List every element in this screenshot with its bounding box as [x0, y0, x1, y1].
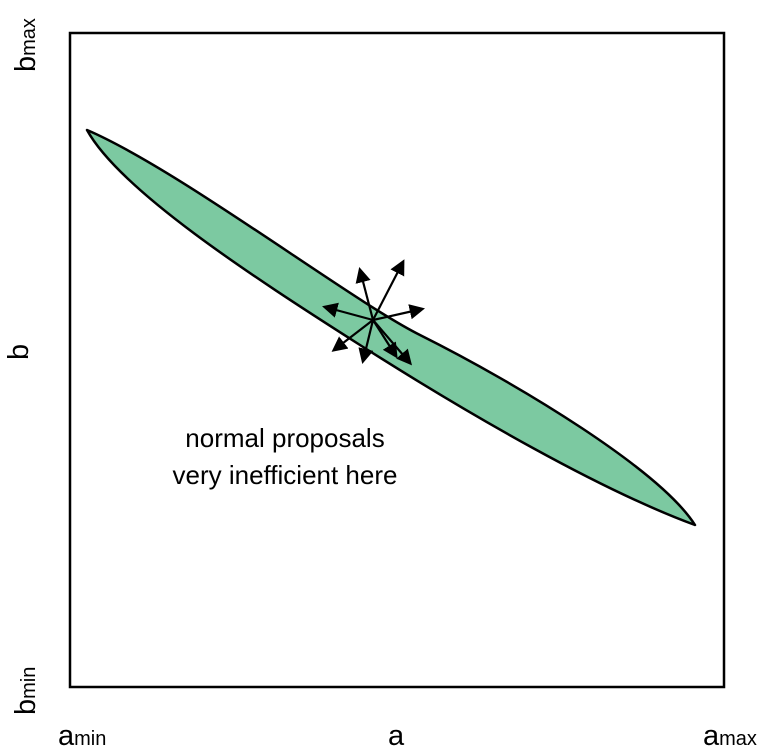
- proposal-arrow: [322, 302, 374, 322]
- y-axis-label: b: [3, 343, 35, 360]
- proposal-arrow: [355, 267, 375, 321]
- proposal-arrows: [322, 259, 426, 366]
- plot-frame: [68, 31, 726, 689]
- proposal-arrow: [358, 319, 375, 364]
- y-max-label: bmax: [10, 18, 42, 72]
- posterior-ellipse: [85, 128, 697, 527]
- y-min-label: bmin: [10, 666, 42, 715]
- proposal-arrow: [372, 304, 426, 322]
- x-max-label: amax: [703, 720, 757, 752]
- x-axis-label: a: [388, 720, 405, 752]
- annotation-text: normal proposals very inefficient here: [130, 420, 440, 494]
- proposal-arrow: [372, 259, 405, 321]
- proposal-arrow: [331, 319, 374, 352]
- proposal-arrow: [372, 319, 398, 359]
- annotation-line-1: normal proposals: [185, 423, 385, 453]
- x-min-label: amin: [58, 720, 107, 752]
- annotation-line-2: very inefficient here: [172, 460, 398, 490]
